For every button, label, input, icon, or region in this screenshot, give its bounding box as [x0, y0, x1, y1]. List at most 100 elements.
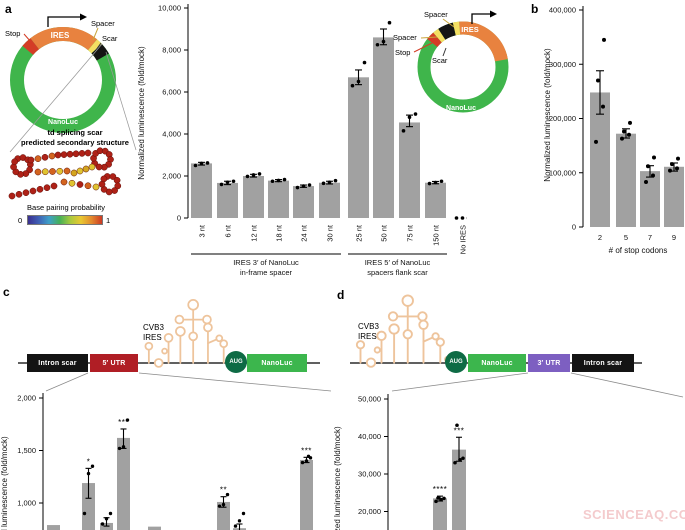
data-point: [231, 179, 236, 184]
significance-label: *: [87, 457, 91, 466]
nucleotide-bead: [84, 182, 92, 190]
nucleotide-bead: [88, 163, 96, 171]
data-point: [439, 497, 443, 502]
bar: [399, 122, 420, 218]
spacer-top-leader: [442, 18, 455, 28]
x-tick-label: 12 nt: [250, 224, 259, 242]
gene-box-3utr: 3′ UTR: [528, 354, 570, 372]
data-point: [675, 166, 679, 171]
data-point: [333, 178, 338, 183]
data-point: [644, 179, 648, 184]
bar: [425, 182, 446, 218]
data-point: [381, 39, 386, 44]
bar: [191, 163, 212, 218]
nucleotide-bead: [54, 151, 62, 159]
nucleotide-bead: [113, 176, 121, 184]
data-point: [375, 42, 380, 47]
y-tick-label: 0: [177, 214, 181, 223]
nucleotide-bead: [84, 149, 92, 157]
data-point: [439, 179, 444, 184]
data-point: [225, 180, 230, 185]
bar: [217, 182, 238, 218]
x-tick-label: 6 nt: [224, 224, 233, 237]
data-point: [306, 454, 311, 458]
spacer-left-leader: [420, 36, 438, 39]
y-tick-label: 400,000: [549, 6, 576, 15]
transcription-arrowhead: [80, 13, 87, 21]
data-point: [100, 522, 105, 526]
nucleotide-bead: [76, 167, 84, 175]
data-point: [301, 184, 306, 188]
data-point: [413, 112, 418, 116]
data-point: [350, 83, 355, 88]
data-point: [295, 185, 300, 190]
base-pairing-colorbar: [27, 215, 103, 225]
scar-label: Scar: [432, 56, 448, 65]
data-point: [251, 173, 256, 177]
data-point: [307, 183, 312, 187]
stop-leader: [413, 42, 433, 53]
bar: [616, 133, 636, 227]
nucleotide-bead: [56, 167, 64, 175]
data-point: [407, 115, 412, 119]
y-tick-label: 300,000: [549, 60, 576, 69]
x-tick-label: 5: [624, 233, 628, 242]
data-point: [217, 504, 222, 508]
stop-label: Stop: [5, 29, 20, 38]
cvb3-ires-label-d-line2: IRES: [358, 331, 377, 341]
data-point: [652, 155, 656, 160]
cvb3-ires-label-c-line2: IRES: [143, 332, 162, 342]
nucleotide-bead: [34, 155, 42, 163]
y-axis-label: Normalized luminescence (fold/mock): [0, 436, 9, 530]
nucleotide-bead: [70, 169, 78, 177]
data-point: [82, 511, 87, 516]
data-point: [245, 174, 250, 179]
group-label: in-frame spacer: [240, 268, 293, 277]
significance-label: ***: [301, 446, 312, 455]
y-tick-label: 8,000: [162, 46, 181, 55]
data-point: [596, 78, 600, 83]
data-point: [327, 180, 332, 185]
bar: [433, 498, 447, 530]
data-point: [594, 139, 598, 144]
data-point: [461, 456, 465, 461]
scar-segment: [438, 22, 456, 40]
data-point: [455, 423, 459, 428]
bar: [82, 483, 95, 530]
nucleotide-bead: [41, 168, 49, 176]
data-point: [651, 173, 655, 178]
spacer-top-label: Spacer: [424, 10, 448, 19]
data-point: [193, 163, 198, 168]
nucleotide-bead: [60, 178, 68, 186]
data-point: [620, 136, 624, 141]
data-point: [241, 511, 246, 516]
y-tick-label: 6,000: [162, 88, 181, 97]
bar: [243, 176, 264, 218]
colorbar-max-label: 1: [106, 216, 111, 225]
data-point: [117, 446, 122, 451]
bar: [217, 501, 230, 530]
bar-chart-3utr: 20,000 30,000 40,000 50,000 Normalized lumin…: [333, 394, 466, 530]
nanoluc-text: NanoLuc: [446, 105, 476, 112]
data-point: [628, 120, 632, 125]
data-point: [356, 79, 361, 84]
data-point: [270, 179, 275, 184]
data-point: [627, 132, 631, 137]
gene-box-intron-scar-d: Intron scar: [572, 354, 634, 372]
data-point: [434, 499, 438, 504]
x-tick-label: 2: [598, 233, 602, 242]
panel-label-a: a: [5, 2, 12, 16]
bar: [268, 180, 289, 218]
rna-secondary-structure: [8, 147, 122, 200]
stop-segment: [22, 38, 40, 56]
nucleotide-bead: [72, 150, 80, 158]
group-label: IRES 3′ of NanoLuc: [233, 258, 299, 267]
transcription-arrow: [47, 16, 80, 27]
bar: [348, 77, 369, 218]
bar: [319, 182, 340, 218]
significance-label: **: [220, 486, 227, 495]
y-tick-label: 40,000: [358, 432, 381, 441]
x-tick-label: 25 nt: [355, 224, 364, 242]
nucleotide-bead: [76, 181, 84, 188]
